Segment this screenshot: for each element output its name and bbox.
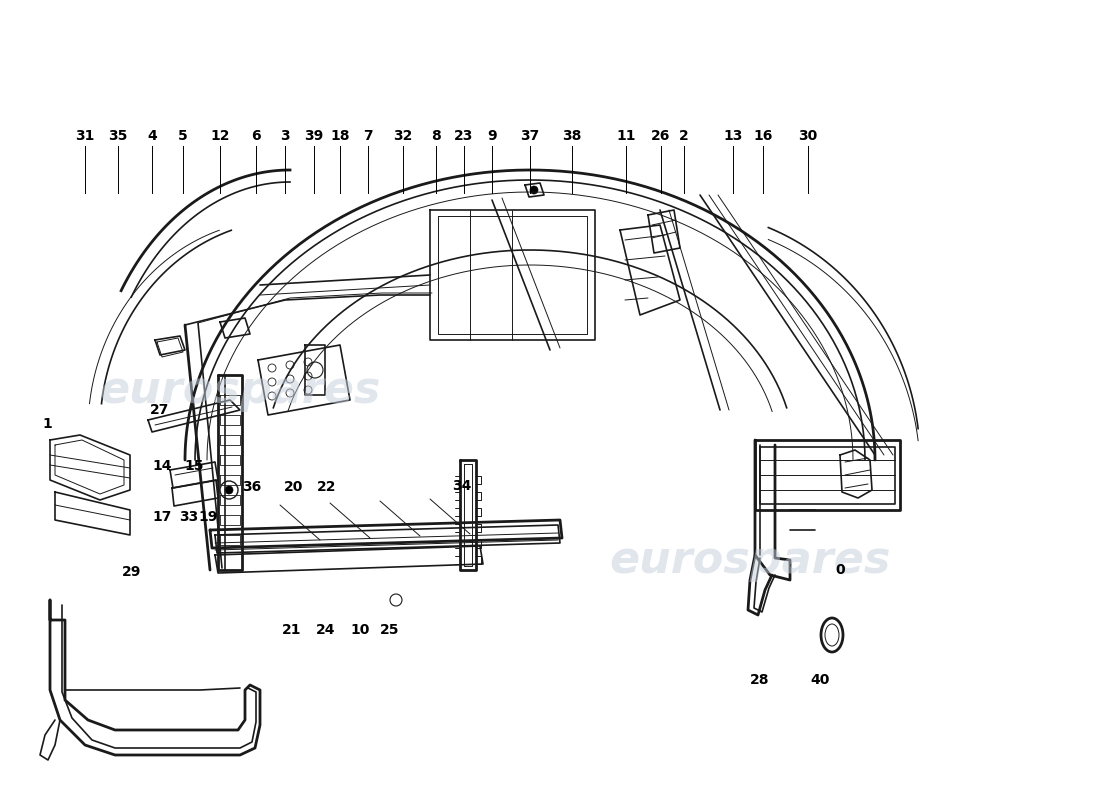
Text: 10: 10 <box>350 623 370 637</box>
Text: 24: 24 <box>317 623 336 637</box>
Circle shape <box>226 486 233 494</box>
Text: 26: 26 <box>651 129 671 143</box>
Text: 37: 37 <box>520 129 540 143</box>
Text: 22: 22 <box>317 480 337 494</box>
Text: 23: 23 <box>454 129 474 143</box>
Text: 16: 16 <box>754 129 772 143</box>
Text: eurospares: eurospares <box>609 538 891 582</box>
Text: 40: 40 <box>811 673 829 687</box>
Text: 33: 33 <box>179 510 199 524</box>
Text: 27: 27 <box>151 403 169 417</box>
Text: 5: 5 <box>178 129 188 143</box>
Text: 28: 28 <box>750 673 770 687</box>
Text: 29: 29 <box>122 565 142 579</box>
Text: 30: 30 <box>799 129 817 143</box>
Text: 3: 3 <box>280 129 289 143</box>
Text: 35: 35 <box>108 129 128 143</box>
Text: 6: 6 <box>251 129 261 143</box>
Text: 2: 2 <box>679 129 689 143</box>
Text: 4: 4 <box>147 129 157 143</box>
Text: 8: 8 <box>431 129 441 143</box>
Text: 21: 21 <box>283 623 301 637</box>
Text: 0: 0 <box>835 563 845 577</box>
Text: 12: 12 <box>210 129 230 143</box>
Text: 25: 25 <box>381 623 399 637</box>
Text: 9: 9 <box>487 129 497 143</box>
Text: 18: 18 <box>330 129 350 143</box>
Text: 11: 11 <box>616 129 636 143</box>
Text: 15: 15 <box>185 459 204 473</box>
Text: 19: 19 <box>198 510 218 524</box>
Text: 20: 20 <box>284 480 304 494</box>
Text: 17: 17 <box>152 510 172 524</box>
Text: 13: 13 <box>724 129 743 143</box>
Text: 38: 38 <box>562 129 582 143</box>
Circle shape <box>530 186 538 194</box>
Text: 1: 1 <box>42 417 52 431</box>
Text: 39: 39 <box>305 129 323 143</box>
Text: 32: 32 <box>394 129 412 143</box>
Text: 14: 14 <box>152 459 172 473</box>
Text: 36: 36 <box>242 480 262 494</box>
Text: eurospares: eurospares <box>99 369 381 411</box>
Text: 31: 31 <box>75 129 95 143</box>
Text: 7: 7 <box>363 129 373 143</box>
Text: 34: 34 <box>452 479 472 493</box>
